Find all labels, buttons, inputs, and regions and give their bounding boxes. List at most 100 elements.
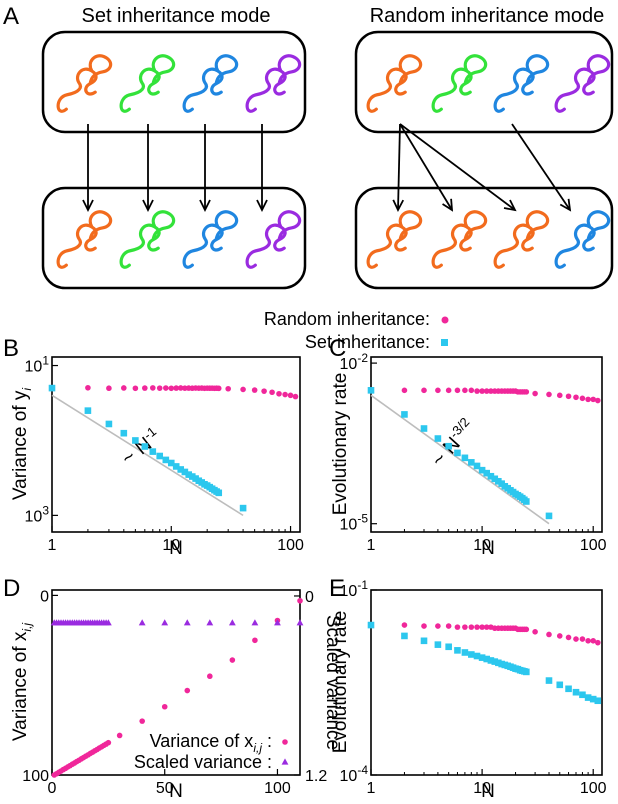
data-point-b-s0 xyxy=(251,387,258,393)
data-point-b-s1 xyxy=(48,384,56,392)
y-tick-label-e-0: 10-1 xyxy=(340,578,369,600)
data-point-c-s0 xyxy=(462,387,468,394)
data-point-b-s0 xyxy=(85,384,91,391)
data-point-b-s0 xyxy=(150,385,156,391)
chromosome-set-child-3 xyxy=(182,210,239,269)
y-tick-label-c-0: 10-2 xyxy=(340,351,369,373)
data-point-b-s1 xyxy=(172,463,180,470)
data-point-c-s1 xyxy=(523,498,530,505)
arrow-random-4 xyxy=(511,123,571,211)
data-point-e-s0 xyxy=(556,633,563,639)
data-point-b-s1 xyxy=(132,437,139,444)
data-point-c-s0 xyxy=(556,392,563,399)
data-point-e-s1 xyxy=(491,658,499,665)
data-point-c-s1 xyxy=(473,462,481,470)
data-point-c-s0 xyxy=(468,387,475,394)
arrow-set-1-head xyxy=(82,199,94,213)
data-point-e-s0 xyxy=(483,624,490,630)
x-tick-label-c-1: 10 xyxy=(473,537,491,554)
data-point-c-s1 xyxy=(491,475,499,483)
data-point-c-s0 xyxy=(421,387,427,394)
panel-b-letter: B xyxy=(3,335,19,362)
data-point-d-s0 xyxy=(207,673,213,680)
data-point-e-s0 xyxy=(421,623,427,629)
data-point-e-s1 xyxy=(556,681,564,689)
data-point-c-s1 xyxy=(483,469,491,477)
arrow-set-2-head xyxy=(142,199,154,213)
data-point-c-s1 xyxy=(420,425,428,432)
data-point-d-s0 xyxy=(105,739,112,746)
data-point-c-s0 xyxy=(546,391,552,398)
data-point-e-s1 xyxy=(523,668,530,676)
data-point-c-s1 xyxy=(478,466,486,474)
data-point-e-s1 xyxy=(495,659,502,667)
arrow-set-4-head xyxy=(256,199,268,213)
chromosome-random-parent-3 xyxy=(493,54,550,113)
x-tick-label-e-1: 10 xyxy=(473,780,491,797)
data-point-c-s1 xyxy=(434,435,442,442)
y-axis-label-c: Evolutionary rate xyxy=(330,373,351,516)
data-point-e-s1 xyxy=(579,691,586,699)
chromosome-set-parent-1 xyxy=(56,54,113,113)
data-point-b-s1 xyxy=(120,429,128,437)
x-tick-label-d-1: 50 xyxy=(156,780,174,797)
inheritance-arrows xyxy=(82,123,572,213)
plot-frame-c xyxy=(370,356,603,533)
data-point-b-s0 xyxy=(156,385,163,391)
data-point-e-s1 xyxy=(434,641,442,648)
data-point-c-s0 xyxy=(488,388,494,394)
data-point-c-s1 xyxy=(445,442,452,450)
arrow-random-4-head xyxy=(559,198,572,212)
chromosome-set-parent-4 xyxy=(245,54,302,113)
data-point-b-s0 xyxy=(282,391,288,398)
data-point-e-s1 xyxy=(461,649,469,656)
legend-scaled-marker xyxy=(281,758,289,765)
data-point-e-s0 xyxy=(401,622,408,628)
legend-set-label: Set inheritance: xyxy=(305,332,430,352)
data-point-c-s0 xyxy=(573,394,579,401)
random-mode-title: Random inheritance mode xyxy=(370,5,605,27)
data-point-d-s1 xyxy=(228,619,236,626)
data-point-e-s1 xyxy=(468,651,475,658)
data-point-d-s1 xyxy=(104,619,112,626)
arrow-random-3-head xyxy=(503,199,517,212)
arrow-random-3 xyxy=(399,123,516,211)
data-point-b-s1 xyxy=(84,407,92,414)
x-axis-label-e: N xyxy=(481,781,495,802)
chromosome-set-child-2 xyxy=(119,210,176,269)
data-point-e-s0 xyxy=(546,631,552,638)
data-point-d-s0 xyxy=(297,597,303,604)
data-point-e-s0 xyxy=(468,624,475,630)
x-tick-label-c-2: 100 xyxy=(580,537,607,554)
chromosome-set-parent-3 xyxy=(182,54,239,113)
legend-scaled-label: Scaled variance : xyxy=(134,752,272,772)
x-tick-label-b-0: 1 xyxy=(48,537,57,554)
data-point-d-s0 xyxy=(161,703,168,710)
data-point-c-s1 xyxy=(461,454,469,462)
data-point-b-s0 xyxy=(142,385,148,391)
legend-random-label: Random inheritance: xyxy=(264,309,430,329)
data-point-e-s0 xyxy=(474,624,480,630)
data-point-c-s0 xyxy=(523,389,530,395)
data-point-e-s0 xyxy=(523,626,530,633)
y-axis-label-d: Variance of xi,j xyxy=(10,623,34,741)
data-point-c-s1 xyxy=(468,459,475,466)
legend-variance-label: Variance of xi,j : xyxy=(150,731,272,755)
data-point-d-s1 xyxy=(251,619,259,626)
data-point-c-s0 xyxy=(565,393,572,400)
y-tick-label-d-1: 100 xyxy=(22,768,49,785)
x-tick-label-d-2: 100 xyxy=(264,780,291,797)
set-child-box xyxy=(41,186,307,290)
data-point-b-s1 xyxy=(181,468,189,476)
data-point-d-s0 xyxy=(116,732,123,739)
arrow-random-1 xyxy=(397,123,401,211)
x-tick-label-e-0: 1 xyxy=(367,780,376,797)
data-point-e-s1 xyxy=(589,695,597,703)
data-point-b-s1 xyxy=(156,452,164,460)
data-point-b-s1 xyxy=(141,443,149,450)
legend-random-marker xyxy=(441,316,449,324)
panel-e-letter: E xyxy=(329,575,345,602)
set-parent-box xyxy=(41,30,307,134)
